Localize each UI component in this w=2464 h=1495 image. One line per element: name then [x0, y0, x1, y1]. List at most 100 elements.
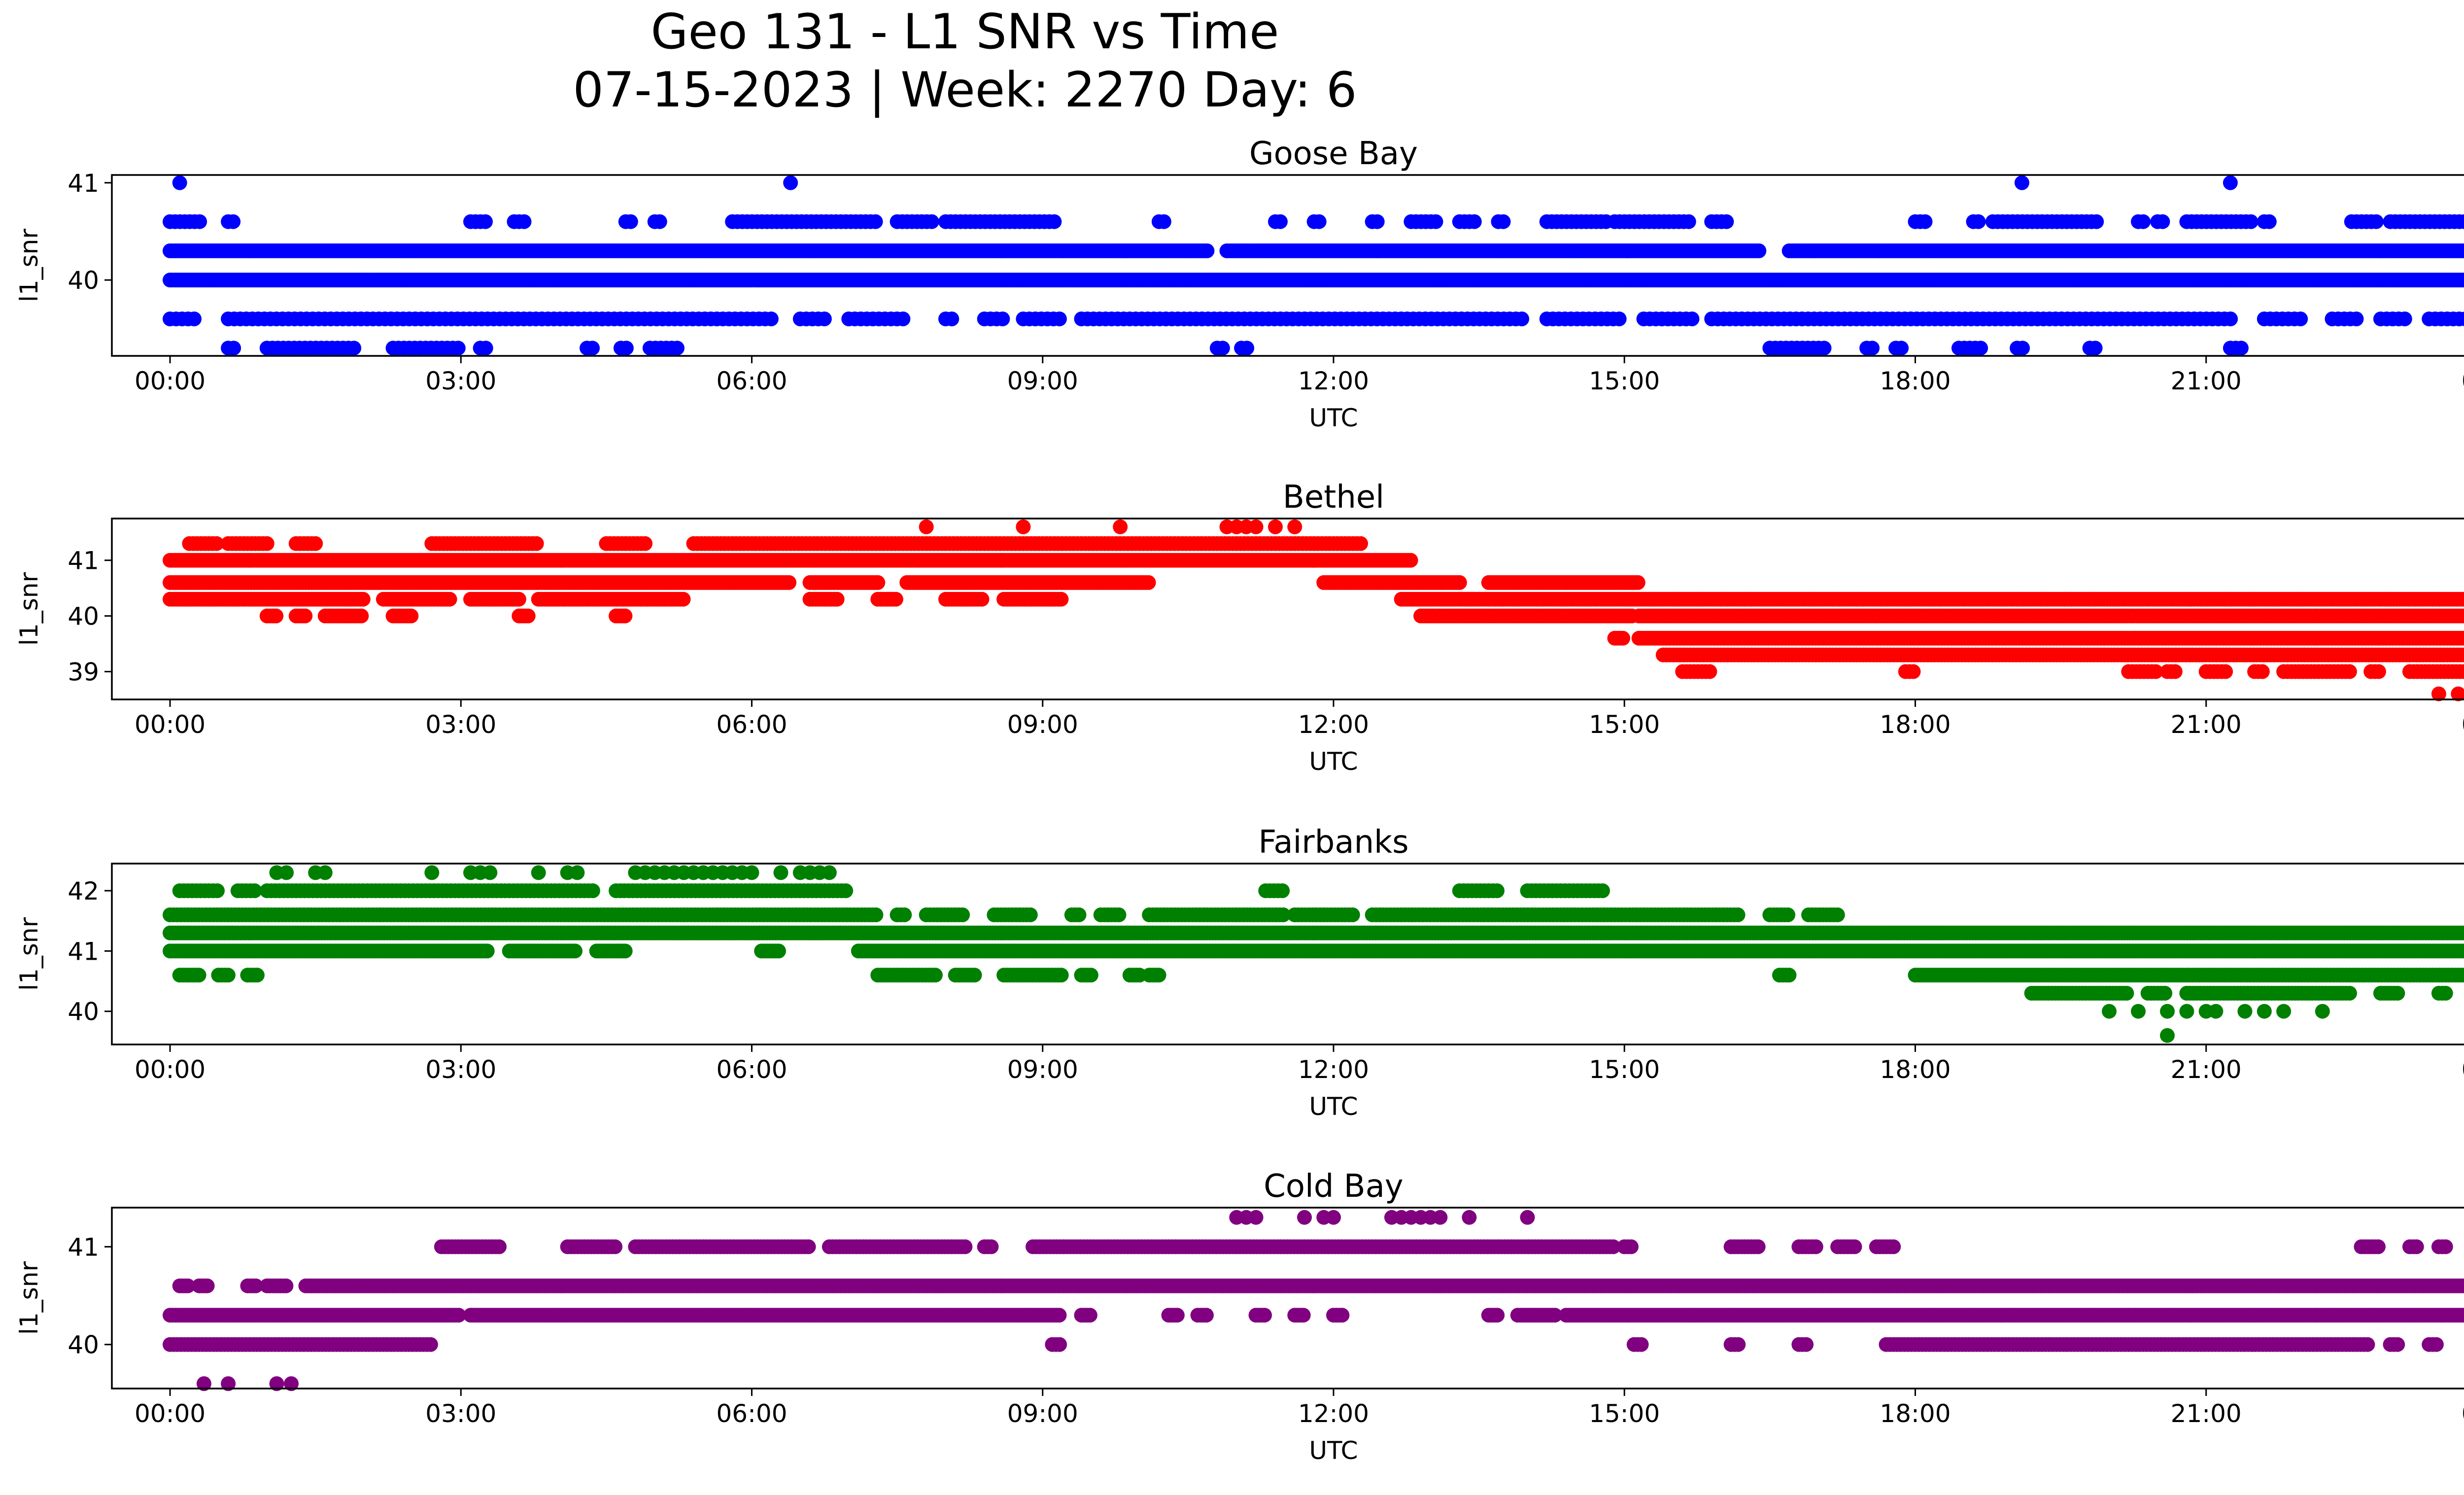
data-point: [1452, 575, 1467, 590]
data-point: [478, 341, 493, 356]
data-point: [870, 575, 886, 590]
data-point: [2223, 175, 2238, 190]
y-axis-label: l1_snr: [15, 229, 43, 302]
data-point: [618, 341, 634, 356]
data-point: [1052, 312, 1067, 326]
data-point: [2015, 341, 2030, 356]
data-point: [1403, 553, 1418, 568]
data-point: [652, 214, 667, 229]
data-point: [924, 214, 939, 229]
data-point: [1199, 243, 1215, 258]
y-tick-label: 40: [68, 266, 99, 295]
x-tick-label: 12:00: [1298, 367, 1369, 395]
data-point: [670, 341, 684, 356]
data-point: [529, 536, 544, 551]
x-tick-label: 21:00: [2171, 367, 2242, 395]
data-point: [676, 591, 691, 607]
x-tick-label: 03:00: [425, 367, 496, 395]
data-point: [1615, 630, 1631, 646]
data-point: [2397, 312, 2412, 326]
data-point: [187, 312, 202, 326]
data-point: [1719, 214, 1734, 229]
subplot-title: Bethel: [1283, 479, 1384, 516]
data-point: [2293, 312, 2308, 326]
data-point: [763, 312, 779, 326]
data-point: [1971, 214, 1986, 229]
data-point: [783, 175, 798, 190]
data-point: [2088, 341, 2103, 356]
data-point: [226, 214, 241, 229]
data-point: [2233, 341, 2249, 356]
data-point: [1047, 214, 1062, 229]
data-point: [404, 608, 419, 624]
data-point: [2089, 214, 2104, 229]
data-point: [2243, 214, 2259, 229]
data-point: [269, 608, 284, 624]
data-point: [2155, 214, 2170, 229]
data-point: [868, 214, 883, 229]
y-tick-label: 41: [68, 169, 99, 198]
x-tick-label: 18:00: [1880, 367, 1951, 395]
data-point: [520, 608, 536, 624]
data-point: [511, 591, 526, 607]
data-point: [2459, 273, 2464, 287]
data-point: [478, 214, 493, 229]
data-point: [944, 312, 959, 326]
subplot-grid: Goose Bay 00:00 03:00 06:00 09:00 12:00 15:00 1…: [15, 136, 2464, 1465]
data-point: [1353, 536, 1369, 551]
data-point: [2368, 214, 2384, 229]
x-tick-label: 06:00: [716, 367, 787, 395]
data-point: [1630, 575, 1645, 590]
data-point: [2349, 312, 2364, 326]
data-point: [829, 591, 845, 607]
data-point: [192, 214, 207, 229]
data-point: [782, 575, 797, 590]
data-point: [1428, 214, 1443, 229]
data-point: [1751, 243, 1767, 258]
data-point: [889, 591, 903, 607]
data-point: [895, 312, 911, 326]
data-point: [1311, 214, 1327, 229]
x-tick-label: 00:00: [2462, 367, 2464, 395]
data-point: [995, 312, 1010, 326]
data-point: [585, 341, 600, 356]
data-point: [1239, 341, 1255, 356]
subplot-title: Goose Bay: [1249, 136, 1418, 172]
data-point: [1917, 214, 1933, 229]
x-tick-label: 09:00: [1007, 367, 1078, 395]
data-point: [2261, 214, 2277, 229]
data-point: [1156, 214, 1171, 229]
data-point: [1467, 214, 1482, 229]
data-point: [1865, 341, 1880, 356]
data-point: [1141, 575, 1156, 590]
data-point: [442, 591, 457, 607]
data-point: [2223, 312, 2238, 326]
data-point: [1681, 214, 1696, 229]
data-point: [1273, 214, 1288, 229]
data-points: [163, 175, 2464, 356]
data-point: [1514, 312, 1530, 326]
data-point: [2136, 214, 2151, 229]
x-tick-label: 15:00: [1589, 367, 1660, 395]
data-point: [1894, 341, 1909, 356]
data-point: [1054, 591, 1069, 607]
data-point: [623, 214, 638, 229]
data-point: [308, 536, 323, 551]
data-point: [1973, 341, 1988, 356]
data-point: [1215, 341, 1230, 356]
data-point: [1369, 214, 1385, 229]
data-point: [2014, 175, 2029, 190]
data-point: [1496, 214, 1511, 229]
data-point: [172, 175, 187, 190]
data-point: [298, 608, 313, 624]
data-point: [226, 341, 241, 356]
figure-title-line1: Geo 131 - L1 SNR vs Time: [651, 4, 1279, 60]
data-point: [354, 608, 369, 624]
x-axis-label: UTC: [1309, 404, 1358, 432]
data-point: [259, 536, 274, 551]
data-point: [638, 536, 653, 551]
subplot-goose-bay: Goose Bay 00:00 03:00 06:00 09:00 12:00 15:00 1…: [15, 136, 2464, 432]
data-point: [1816, 341, 1832, 356]
data-point: [1684, 312, 1700, 326]
